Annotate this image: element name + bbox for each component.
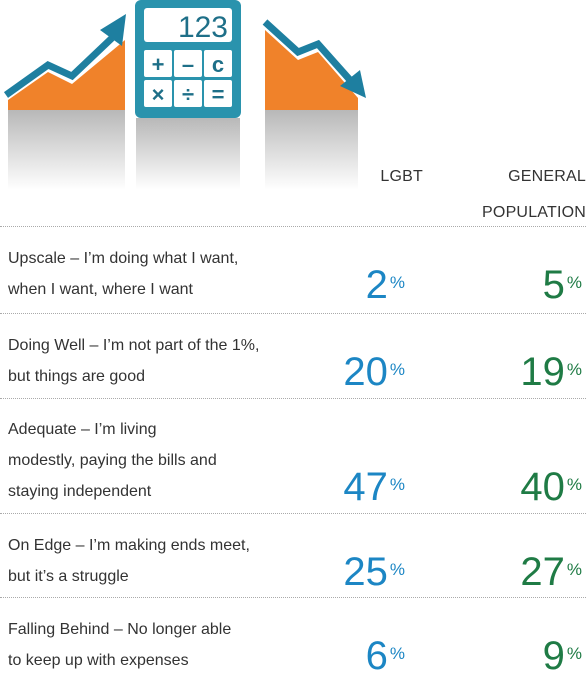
- percent-sign: %: [566, 644, 582, 663]
- percent-sign: %: [566, 273, 582, 292]
- row-label: to keep up with expenses: [8, 651, 189, 669]
- calc-key: [174, 50, 202, 77]
- percent-sign: %: [389, 360, 405, 379]
- number: 2: [365, 263, 388, 307]
- column-header: LGBT: [380, 168, 423, 185]
- number: 9: [542, 634, 565, 678]
- row-label: Falling Behind – No longer able: [8, 620, 232, 638]
- shadow: [8, 110, 125, 190]
- calc-key-label: ÷: [182, 82, 194, 107]
- percent-value: 25%: [343, 550, 405, 594]
- calc-key: [144, 80, 172, 107]
- percent-sign: %: [566, 360, 582, 379]
- percent-value: 6%: [366, 634, 405, 678]
- calc-key: [204, 80, 232, 107]
- row-label: Upscale – I’m doing what I want,: [8, 249, 239, 267]
- arrowhead: [340, 70, 366, 98]
- row-label: but it’s a struggle: [8, 567, 129, 585]
- percent-value: 27%: [520, 550, 582, 594]
- divider: [0, 597, 586, 598]
- calc-key-label: =: [212, 82, 225, 107]
- percent-sign: %: [389, 475, 405, 494]
- calc-key: [204, 50, 232, 77]
- percent-sign: %: [566, 560, 582, 579]
- row-label: On Edge – I’m making ends meet,: [8, 536, 250, 554]
- number: 5: [542, 263, 565, 307]
- calc-key-label: +: [152, 52, 165, 77]
- row-label: Adequate – I’m living: [8, 420, 157, 438]
- row-label: staying independent: [8, 482, 152, 500]
- calc-display: [144, 8, 232, 42]
- calc-key-label: c: [212, 52, 224, 77]
- column-header: GENERAL POPULATION: [482, 168, 586, 221]
- percent-sign: %: [389, 644, 405, 663]
- percent-value: 19%: [520, 350, 582, 394]
- row-label: but things are good: [8, 367, 145, 385]
- percent-value: 47%: [343, 465, 405, 509]
- calc-key: [144, 50, 172, 77]
- divider: [0, 226, 586, 227]
- number: 6: [365, 634, 388, 678]
- header-icon: 123 + – c × ÷ =: [3, 0, 366, 190]
- shadow: [265, 110, 358, 190]
- number: 47: [343, 465, 388, 509]
- percent-value: 20%: [343, 350, 405, 394]
- percent-value: 2%: [366, 263, 405, 307]
- divider: [0, 513, 586, 514]
- percent-sign: %: [566, 475, 582, 494]
- percent-value: 9%: [543, 634, 582, 678]
- percent-sign: %: [389, 560, 405, 579]
- shadow: [136, 118, 240, 190]
- percent-value: 40%: [520, 465, 582, 509]
- number: 20: [343, 350, 388, 394]
- divider: [0, 313, 586, 314]
- number: 25: [343, 550, 388, 594]
- number: 19: [520, 350, 565, 394]
- divider: [0, 398, 586, 399]
- orange-area: [8, 40, 125, 110]
- number: 40: [520, 465, 565, 509]
- number: 27: [520, 550, 565, 594]
- row-label: when I want, where I want: [8, 280, 193, 298]
- arrow: [3, 35, 115, 98]
- calc-key: [174, 80, 202, 107]
- percent-sign: %: [389, 273, 405, 292]
- row-label: Doing Well – I’m not part of the 1%,: [8, 336, 260, 354]
- row-label: modestly, paying the bills and: [8, 451, 217, 469]
- calc-display-text: 123: [178, 11, 228, 44]
- arrow: [262, 19, 353, 83]
- orange-area: [265, 30, 358, 110]
- calc-key-label: ×: [152, 82, 165, 107]
- calc-key-label: –: [182, 52, 194, 77]
- arrowhead: [100, 14, 126, 46]
- percent-value: 5%: [543, 263, 582, 307]
